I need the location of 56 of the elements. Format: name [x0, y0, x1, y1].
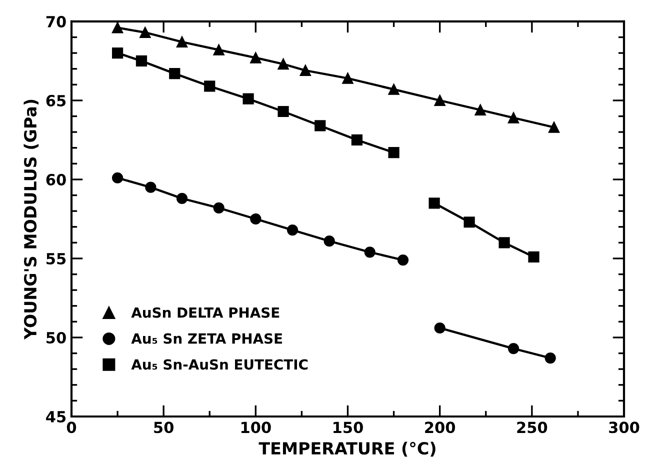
legend-label: Au₅ Sn ZETA PHASE — [131, 333, 282, 344]
point — [434, 94, 446, 106]
point — [364, 246, 376, 258]
point — [169, 68, 180, 80]
point — [434, 322, 446, 334]
point — [388, 147, 400, 158]
point — [474, 104, 486, 116]
point — [204, 80, 216, 92]
point — [314, 120, 326, 132]
point — [286, 224, 298, 236]
point — [388, 84, 400, 95]
x-tick-label: 250 — [517, 422, 548, 434]
point — [176, 192, 188, 204]
x-tick-label: 200 — [425, 422, 456, 434]
x-tick-label: 0 — [66, 422, 76, 434]
x-tick-label: 100 — [241, 422, 271, 434]
point — [351, 134, 363, 146]
x-tick-label: 150 — [334, 422, 363, 434]
y-tick-label: 50 — [46, 332, 66, 344]
point — [176, 36, 188, 48]
point — [213, 202, 224, 214]
point — [342, 72, 354, 84]
point — [528, 251, 540, 262]
x-tick-label: 300 — [609, 422, 640, 434]
point — [250, 52, 262, 64]
point — [548, 122, 560, 133]
y-axis-title: YOUNG'S MODULUS (GPa) — [24, 100, 39, 340]
y-tick-label: 45 — [46, 411, 66, 423]
point — [278, 106, 289, 118]
point — [428, 198, 440, 209]
legend-label: Au₅ Sn-AuSn EUTECTIC — [131, 359, 308, 370]
point — [544, 352, 556, 364]
x-tick-label: 50 — [154, 422, 174, 434]
point — [397, 254, 409, 266]
point — [508, 342, 520, 354]
point — [300, 64, 311, 76]
legend-label: AuSn DELTA PHASE — [131, 307, 280, 318]
point — [145, 182, 156, 193]
x-axis-title: TEMPERATURE (°C) — [258, 442, 436, 457]
point — [324, 236, 335, 247]
point — [112, 47, 124, 59]
point — [278, 58, 289, 70]
point — [136, 55, 148, 66]
point — [250, 213, 262, 225]
point — [213, 44, 224, 56]
point — [498, 237, 510, 248]
point — [140, 26, 151, 38]
point — [242, 93, 254, 104]
y-tick-label: 60 — [46, 174, 66, 186]
point — [112, 172, 124, 184]
point — [508, 112, 520, 124]
point — [464, 216, 475, 228]
y-tick-label: 65 — [46, 94, 66, 106]
point — [112, 22, 124, 34]
y-tick-label: 70 — [46, 16, 66, 28]
y-tick-label: 55 — [46, 253, 66, 264]
